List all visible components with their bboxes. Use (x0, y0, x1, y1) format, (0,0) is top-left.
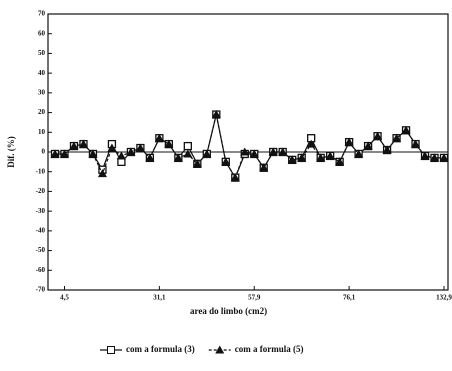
x-tick-label: 76,1 (343, 294, 356, 302)
y-tick-label: 50 (38, 49, 46, 57)
triangle-marker (249, 149, 259, 158)
triangle-marker (297, 153, 307, 162)
triangle-marker (69, 141, 79, 150)
triangle-marker (107, 143, 117, 152)
triangle-marker (335, 157, 345, 166)
y-tick-label: 60 (38, 29, 46, 37)
x-tick-label: 4,5 (60, 294, 69, 302)
triangle-marker (401, 125, 411, 134)
triangle-marker (78, 139, 88, 148)
triangle-marker (382, 145, 392, 154)
triangle-marker (354, 149, 364, 158)
y-tick-label: 10 (38, 128, 46, 136)
triangle-marker (268, 147, 278, 156)
y-tick-label: 20 (38, 108, 46, 116)
legend-marker (215, 345, 225, 354)
triangle-marker (325, 151, 335, 160)
x-tick-label: 57,9 (248, 294, 261, 302)
y-tick-label: -30 (36, 207, 46, 215)
triangle-marker (173, 153, 183, 162)
series-line (55, 114, 444, 180)
triangle-marker (59, 149, 69, 158)
triangle-marker (192, 159, 202, 168)
triangle-marker (278, 147, 288, 156)
triangle-marker (97, 169, 107, 178)
y-tick-label: -70 (36, 286, 46, 294)
triangle-marker (211, 110, 221, 119)
triangle-marker (135, 143, 145, 152)
triangle-marker (430, 153, 440, 162)
triangle-marker (363, 141, 373, 150)
legend-marker (107, 346, 115, 354)
triangle-marker (420, 151, 430, 160)
triangle-marker (373, 131, 383, 140)
triangle-marker (183, 149, 193, 158)
legend-label: com a formula (3) (126, 344, 195, 354)
triangle-marker (116, 151, 126, 160)
y-tick-label: 70 (38, 10, 46, 18)
triangle-marker (287, 155, 297, 164)
triangle-marker (230, 173, 240, 182)
y-tick-label: -50 (36, 246, 46, 254)
legend-label: com a formula (5) (235, 344, 304, 354)
x-tick-label: 132,9 (436, 294, 452, 302)
y-tick-label: -10 (36, 167, 46, 175)
triangle-marker (221, 157, 231, 166)
triangle-marker (316, 153, 326, 162)
triangle-marker (439, 153, 449, 162)
triangle-marker (240, 147, 250, 156)
y-tick-label: 0 (42, 148, 46, 156)
square-marker (183, 141, 192, 151)
x-tick-label: 31,1 (153, 294, 166, 302)
y-axis-label: Dif. (%) (6, 136, 16, 168)
triangle-marker (145, 153, 155, 162)
triangle-marker (306, 139, 316, 148)
x-axis-label: area do limbo (cm2) (190, 306, 267, 316)
y-tick-label: -40 (36, 226, 46, 234)
triangle-marker (50, 149, 60, 158)
triangle-marker (154, 133, 164, 142)
triangle-marker (411, 139, 421, 148)
triangle-marker (392, 133, 402, 142)
y-tick-label: -60 (36, 266, 46, 274)
y-tick-label: 30 (38, 88, 46, 96)
triangle-marker (164, 139, 174, 148)
y-tick-label: 40 (38, 69, 46, 77)
triangle-marker (88, 149, 98, 158)
triangle-marker (259, 163, 269, 172)
triangle-marker (344, 137, 354, 146)
y-tick-label: -20 (36, 187, 46, 195)
triangle-marker (202, 149, 212, 158)
triangle-marker (126, 147, 136, 156)
